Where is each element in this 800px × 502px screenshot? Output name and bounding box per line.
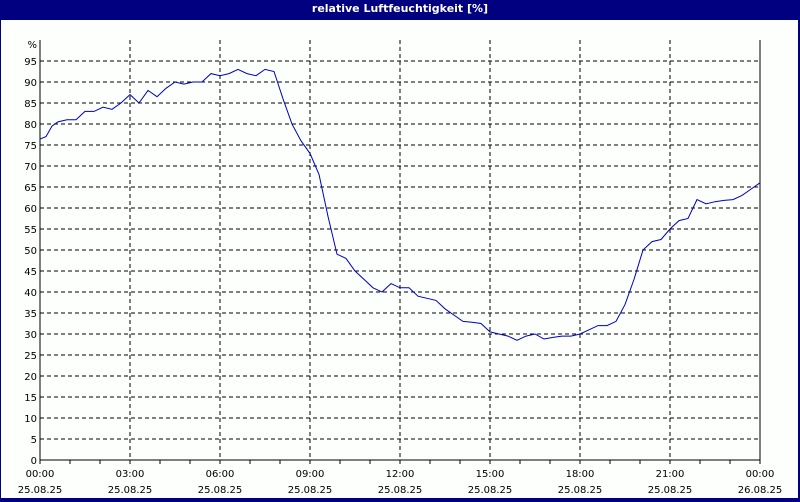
y-tick-label: 50 [24, 246, 37, 257]
humidity-line-chart: 0 5 10 15 20 25 30 35 40 45 50 55 60 65 70 75 80 85 90 95% 0… [18, 40, 783, 496]
y-tick-label: 75 [24, 141, 37, 152]
y-tick-label: 65 [24, 183, 37, 194]
x-tick-time: 15:00 [476, 469, 505, 480]
y-tick-label: 45 [24, 267, 37, 278]
x-tick-time: 00:00 [746, 469, 775, 480]
x-tick-date: 25.08.25 [558, 485, 603, 496]
y-tick-label: 55 [24, 225, 37, 236]
y-tick-label: 15 [24, 393, 37, 404]
y-tick-label: 25 [24, 351, 37, 362]
y-tick-label: 0 [31, 456, 37, 467]
x-tick-date: 25.08.25 [18, 485, 63, 496]
x-tick-time: 18:00 [566, 469, 595, 480]
y-tick-label: 30 [24, 330, 37, 341]
chart-panel: 0 5 10 15 20 25 30 35 40 45 50 55 60 65 70 75 80 85 90 95% 0… [1, 20, 798, 498]
x-tick-date: 25.08.25 [468, 485, 513, 496]
y-tick-label: 90 [24, 78, 37, 89]
humidity-series-line [39, 68, 761, 341]
y-tick-label: 20 [24, 372, 37, 383]
x-tick-date: 26.08.25 [738, 485, 783, 496]
y-tick-label: 5 [31, 435, 37, 446]
y-tick-label: 70 [24, 162, 37, 173]
y-tick-label: 35 [24, 309, 37, 320]
y-tick-label: 10 [24, 414, 37, 425]
y-tick-label: 95 [24, 57, 37, 68]
x-tick-date: 25.08.25 [378, 485, 423, 496]
chart-title: relative Luftfeuchtigkeit [%] [311, 2, 489, 15]
x-tick-date: 25.08.25 [108, 485, 153, 496]
x-tick-time: 21:00 [656, 469, 685, 480]
y-tick-label: 85 [24, 99, 37, 110]
x-tick-time: 12:00 [386, 469, 415, 480]
x-tick-time: 03:00 [116, 469, 145, 480]
x-tick-date: 25.08.25 [198, 485, 243, 496]
y-axis-unit: % [27, 40, 37, 51]
y-tick-label: 40 [24, 288, 37, 299]
y-tick-label: 80 [24, 120, 37, 131]
x-tick-time: 06:00 [206, 469, 235, 480]
x-tick-time: 09:00 [296, 469, 325, 480]
x-tick-date: 25.08.25 [288, 485, 333, 496]
y-tick-label: 60 [24, 204, 37, 215]
x-tick-time: 00:00 [26, 469, 55, 480]
x-tick-date: 25.08.25 [648, 485, 693, 496]
